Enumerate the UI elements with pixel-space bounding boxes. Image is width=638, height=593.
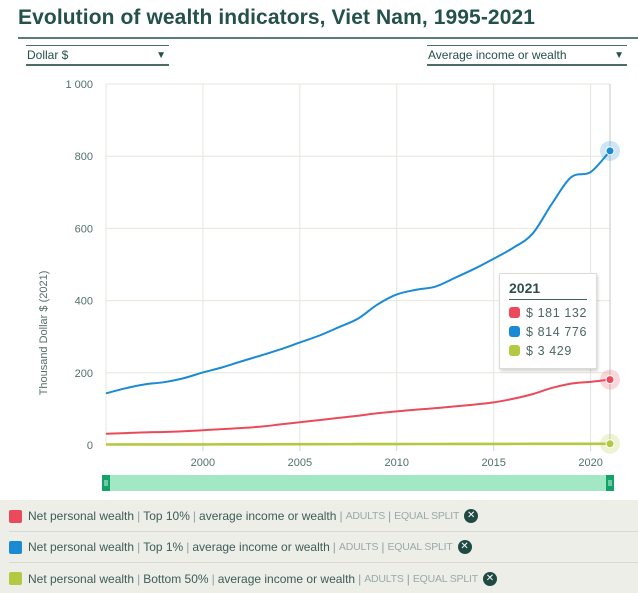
close-circle-icon[interactable]: ✕	[482, 571, 497, 586]
color-swatch	[9, 509, 22, 523]
measure-dropdown-value: Average income or wealth	[428, 48, 567, 62]
series-line-top1	[105, 150, 611, 395]
color-swatch	[509, 345, 520, 356]
page-title: Evolution of wealth indicators, Viet Nam…	[18, 6, 638, 39]
series-line-bottom50	[105, 442, 611, 446]
tooltip-value: $ 814 776	[526, 324, 588, 339]
legend-indicator: Net personal wealth	[28, 509, 135, 523]
measure-dropdown[interactable]: Average income or wealth ▼	[427, 45, 627, 66]
tooltip-row-bottom50: $ 3 429	[509, 341, 587, 360]
x-tick-label: 2005	[288, 457, 312, 469]
marker-top1	[605, 146, 615, 156]
legend-measure: average income or wealth	[217, 571, 356, 586]
close-circle-icon[interactable]: ✕	[464, 509, 479, 523]
series-line-top10	[105, 378, 611, 435]
range-slider	[102, 475, 614, 491]
unit-dropdown-value: Dollar $	[27, 48, 69, 62]
range-slider-handle-end[interactable]	[606, 475, 614, 491]
legend-item-top10[interactable]: Net personal wealth | Top 10% | average in…	[9, 501, 638, 532]
legend-population: ADULTS	[338, 541, 379, 553]
marker-top10	[605, 375, 615, 385]
series-legend: Net personal wealth | Top 10% | average in…	[0, 500, 638, 593]
legend-indicator: Net personal wealth	[28, 540, 135, 554]
marker-bottom50	[605, 439, 615, 449]
x-tick-label: 2020	[578, 457, 602, 469]
x-tick-label: 2015	[481, 457, 505, 469]
legend-split: EQUAL SPLIT	[412, 572, 478, 585]
triangle-down-icon: ▼	[156, 49, 166, 61]
y-tick-label: 200	[75, 368, 93, 380]
series-group	[105, 150, 611, 446]
unit-dropdown[interactable]: Dollar $ ▼	[26, 45, 169, 66]
legend-population: ADULTS	[345, 510, 386, 522]
color-swatch	[509, 326, 520, 337]
legend-split: EQUAL SPLIT	[387, 541, 453, 553]
range-slider-handle-start[interactable]	[102, 475, 110, 491]
legend-group: Bottom 50%	[143, 571, 209, 586]
tooltip-row-top10: $ 181 132	[509, 303, 587, 322]
x-tick-label: 2000	[191, 457, 215, 469]
y-tick-label: 600	[75, 223, 93, 235]
tooltip-value: $ 181 132	[526, 305, 588, 320]
y-tick-label: 400	[75, 296, 93, 308]
legend-split: EQUAL SPLIT	[394, 510, 460, 522]
legend-indicator: Net personal wealth	[28, 571, 135, 586]
legend-group: Top 1%	[143, 540, 184, 554]
tooltip-value: $ 3 429	[526, 343, 572, 358]
tooltip-row-top1: $ 814 776	[509, 322, 587, 341]
y-tick-label: 1 000	[65, 79, 93, 91]
color-swatch	[9, 572, 22, 585]
color-swatch	[9, 540, 22, 554]
close-circle-icon[interactable]: ✕	[457, 540, 472, 554]
legend-measure: average income or wealth	[192, 540, 330, 554]
y-tick-label: 800	[75, 151, 93, 163]
tooltip: 2021 $ 181 132 $ 814 776 $ 3 429	[499, 273, 597, 369]
tooltip-year: 2021	[509, 280, 587, 300]
legend-item-bottom50[interactable]: Net personal wealth | Bottom 50% | average…	[9, 563, 638, 593]
x-tick-label: 2010	[385, 457, 409, 469]
range-slider-track[interactable]	[102, 475, 614, 491]
legend-group: Top 10%	[143, 509, 190, 523]
grid	[105, 83, 611, 445]
y-axis: 0 200 400 600 800 1 000	[65, 79, 93, 452]
legend-population: ADULTS	[364, 572, 404, 585]
x-axis: 2000 2005 2010 2015 2020	[191, 445, 603, 469]
legend-item-top1[interactable]: Net personal wealth | Top 1% | average inc…	[9, 532, 638, 563]
y-axis-title: Thousand Dollar $ (2021)	[38, 271, 50, 396]
color-swatch	[509, 307, 520, 318]
legend-measure: average income or wealth	[199, 509, 337, 523]
highlight-markers	[600, 140, 620, 454]
triangle-down-icon: ▼	[614, 49, 624, 61]
y-tick-label: 0	[87, 440, 93, 452]
